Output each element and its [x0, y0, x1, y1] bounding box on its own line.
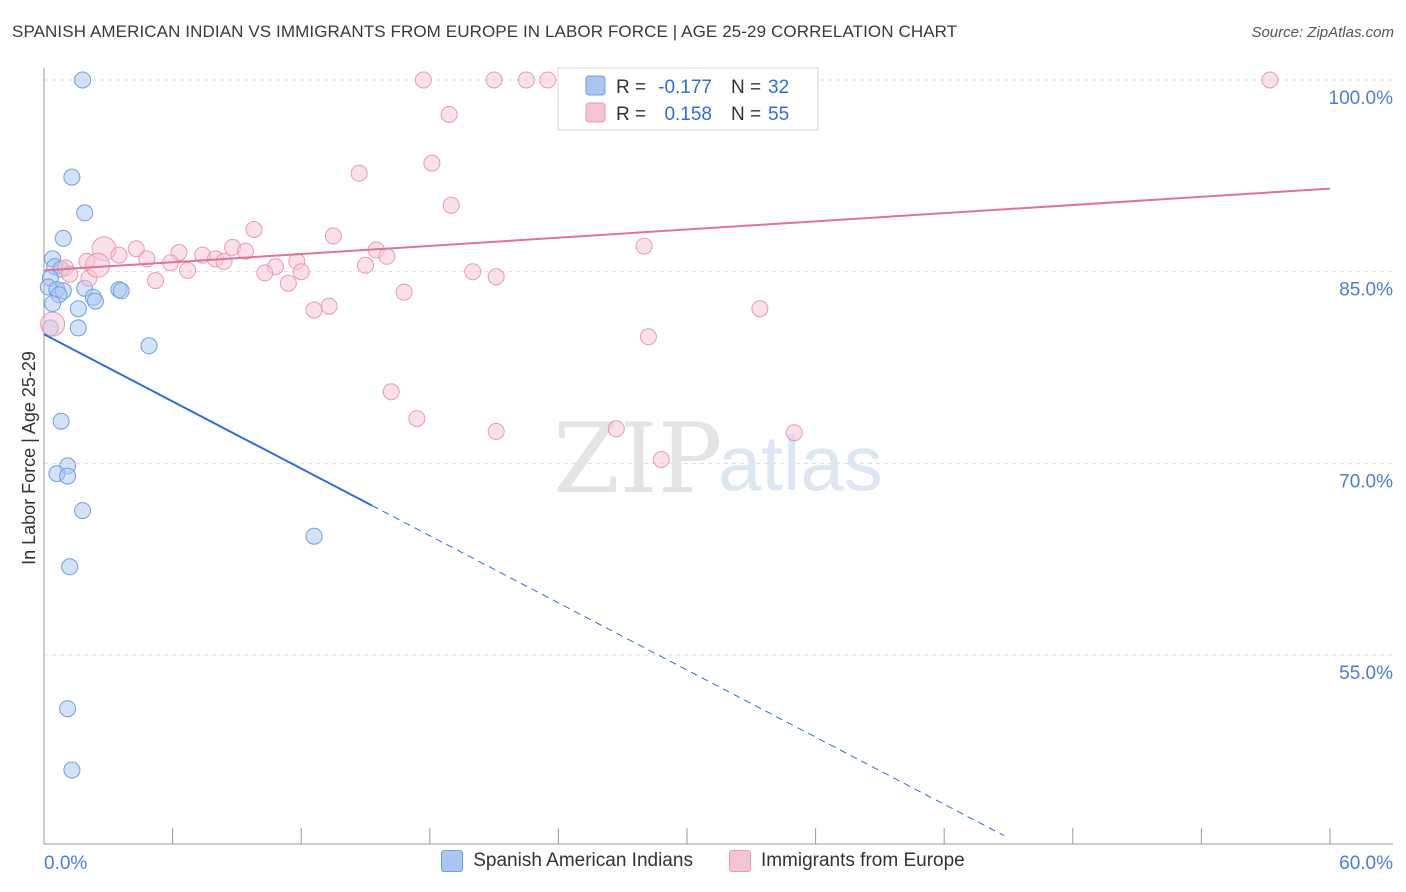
pink-point-10 — [442, 196, 460, 214]
legend-label-spanish-american-indians: Spanish American Indians — [473, 850, 693, 871]
y-tick-label-0: 100.0% — [1329, 88, 1394, 109]
blue-point-22 — [52, 412, 70, 430]
y-tick-labels: 100.0% 85.0% 70.0% 55.0% — [1329, 88, 1394, 684]
pink-point-13 — [635, 237, 653, 255]
pink-point-22 — [378, 247, 396, 265]
pink-point-7 — [440, 106, 458, 123]
legend-r-value-1: -0.177 — [658, 77, 712, 98]
chart-title: SPANISH AMERICAN INDIAN VS IMMIGRANTS FR… — [12, 22, 958, 41]
pink-point-34 — [256, 264, 274, 282]
blue-point-28 — [61, 558, 79, 576]
series-spanish-american-indians — [39, 71, 323, 779]
legend-n-value-1: 32 — [768, 77, 789, 98]
blue-point-27 — [305, 527, 323, 545]
pink-point-45 — [639, 328, 657, 346]
y-tick-label-3: 55.0% — [1339, 663, 1393, 684]
blue-point-3 — [54, 229, 72, 247]
pink-point-0 — [414, 71, 432, 89]
pink-point-1 — [485, 71, 503, 89]
blue-point-29 — [59, 700, 77, 718]
series-legend: Spanish American Indians Immigrants from… — [0, 850, 1406, 872]
legend-r-value-2: 0.158 — [664, 104, 712, 125]
blue-point-26 — [74, 502, 92, 520]
stats-legend: R = -0.177 N = 32 R = 0.158 N = 55 — [557, 67, 819, 131]
pink-point-39 — [279, 274, 297, 292]
pink-point-41 — [320, 297, 338, 315]
pink-point-5 — [1261, 71, 1279, 89]
x-tick-label-left: 0.0% — [44, 853, 87, 874]
blue-point-14 — [112, 282, 130, 300]
pink-point-28 — [215, 252, 233, 270]
trend-line-blue — [43, 333, 373, 507]
gridlines — [44, 79, 1393, 656]
pink-point-44 — [40, 311, 66, 337]
pink-point-48 — [487, 422, 505, 440]
pink-point-35 — [464, 263, 482, 281]
watermark: ZIP atlas — [553, 403, 883, 515]
pink-point-32 — [179, 261, 197, 279]
pink-point-11 — [324, 227, 342, 245]
x-tick-label-right: 60.0% — [1339, 853, 1393, 874]
blue-point-0 — [74, 71, 92, 89]
pink-point-47 — [408, 410, 426, 428]
pink-point-51 — [652, 451, 670, 468]
pink-point-36 — [487, 268, 505, 286]
trend-line-blue-extension — [371, 505, 1005, 837]
blue-point-16 — [86, 292, 104, 310]
legend-r-label-1: R = — [616, 77, 646, 98]
watermark-zip: ZIP — [553, 403, 722, 515]
pink-point-3 — [539, 71, 557, 89]
pink-point-33 — [292, 263, 310, 281]
pink-point-50 — [785, 424, 803, 442]
pink-point-53 — [61, 265, 79, 283]
pink-point-30 — [357, 256, 374, 274]
trend-line-pink — [43, 187, 1331, 272]
y-tick-label-1: 85.0% — [1339, 280, 1393, 301]
y-axis-label: In Labor Force | Age 25-29 — [19, 351, 39, 565]
blue-point-21 — [140, 337, 158, 355]
legend-swatch-blue-bottom — [441, 850, 464, 872]
pink-point-54 — [85, 252, 111, 278]
pink-point-43 — [751, 300, 769, 318]
pink-point-46 — [382, 383, 400, 401]
blue-point-1 — [63, 168, 81, 186]
pink-point-49 — [607, 420, 625, 438]
pink-point-40 — [395, 283, 413, 301]
legend-n-label-1: N = — [731, 77, 761, 98]
pink-point-42 — [305, 301, 323, 319]
legend-item-spanish-american-indians[interactable]: Spanish American Indians — [441, 850, 693, 872]
pink-point-8 — [423, 154, 441, 172]
legend-n-label-2: N = — [731, 104, 761, 125]
trend-lines — [43, 187, 1331, 837]
pink-point-9 — [350, 164, 368, 182]
y-tick-label-2: 70.0% — [1339, 471, 1393, 492]
axes — [43, 68, 1393, 845]
blue-point-17 — [44, 295, 62, 313]
source-credit: Source: ZipAtlas.com — [1251, 24, 1394, 41]
legend-item-immigrants-from-europe[interactable]: Immigrants from Europe — [728, 850, 965, 872]
pink-point-21 — [110, 246, 128, 264]
blue-point-20 — [69, 319, 87, 337]
legend-swatch-pink-bottom — [728, 850, 751, 872]
legend-swatch-pink — [585, 102, 606, 123]
pink-point-12 — [245, 221, 263, 238]
pink-point-18 — [237, 242, 254, 260]
legend-swatch-blue — [585, 75, 606, 96]
legend-n-value-2: 55 — [768, 104, 789, 125]
blue-point-25 — [59, 467, 77, 485]
legend-label-immigrants-from-europe: Immigrants from Europe — [760, 850, 965, 871]
blue-point-2 — [76, 204, 94, 222]
blue-point-30 — [63, 761, 81, 779]
pink-point-2 — [517, 71, 535, 89]
legend-r-label-2: R = — [616, 104, 646, 125]
pink-point-15 — [127, 240, 145, 258]
pink-point-38 — [147, 272, 164, 290]
blue-point-18 — [69, 300, 87, 318]
